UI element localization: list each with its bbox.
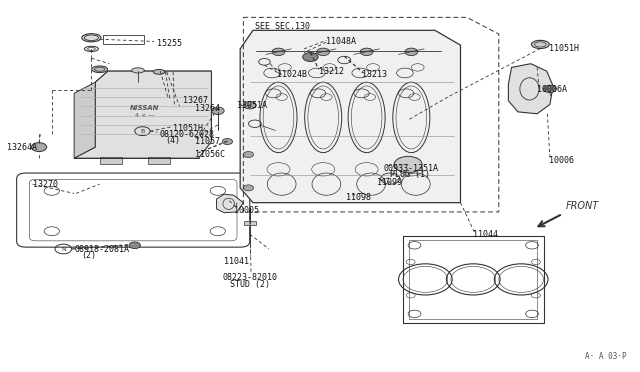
Bar: [244, 221, 255, 225]
Text: PLUG (1): PLUG (1): [390, 170, 430, 179]
Polygon shape: [74, 71, 211, 158]
Ellipse shape: [531, 40, 549, 48]
Text: 11051H: 11051H: [173, 124, 203, 133]
Text: STUD (2): STUD (2): [230, 280, 269, 289]
Text: 13264: 13264: [195, 104, 220, 113]
Circle shape: [543, 85, 556, 93]
Bar: [403, 236, 543, 323]
Circle shape: [360, 48, 373, 55]
Text: 08120-62028: 08120-62028: [159, 129, 214, 139]
Polygon shape: [216, 194, 243, 213]
Text: 10006: 10006: [548, 155, 573, 164]
Circle shape: [31, 142, 47, 151]
Ellipse shape: [132, 68, 145, 73]
Text: 10006A: 10006A: [537, 85, 567, 94]
Ellipse shape: [154, 70, 165, 74]
Circle shape: [211, 107, 224, 115]
Text: 13212: 13212: [319, 67, 344, 76]
Polygon shape: [74, 82, 95, 158]
Text: 11056C: 11056C: [195, 150, 225, 159]
Text: (4): (4): [166, 136, 180, 145]
Polygon shape: [95, 71, 211, 82]
Bar: [148, 157, 170, 164]
Circle shape: [129, 242, 141, 248]
Text: 13264A: 13264A: [7, 142, 37, 151]
Text: FRONT: FRONT: [566, 201, 599, 211]
Circle shape: [222, 138, 232, 144]
Text: 13267: 13267: [182, 96, 208, 105]
Circle shape: [272, 48, 285, 55]
Text: NISSAN: NISSAN: [130, 105, 159, 111]
Text: 11057: 11057: [195, 137, 220, 146]
Text: 10005: 10005: [234, 206, 259, 215]
Text: 13270: 13270: [33, 180, 58, 189]
Bar: [410, 240, 537, 320]
Text: B: B: [140, 129, 145, 134]
Circle shape: [303, 52, 318, 61]
Text: 13213: 13213: [362, 70, 387, 79]
Circle shape: [243, 102, 256, 109]
Text: 13051A: 13051A: [237, 101, 267, 110]
Ellipse shape: [92, 66, 108, 73]
Text: N: N: [61, 247, 66, 251]
Ellipse shape: [82, 34, 101, 42]
Text: A· A 03·P: A· A 03·P: [585, 352, 627, 361]
Circle shape: [243, 185, 253, 191]
Polygon shape: [508, 64, 553, 114]
Text: 15255: 15255: [157, 39, 182, 48]
Circle shape: [317, 48, 330, 55]
Text: (2): (2): [81, 251, 96, 260]
Text: 11024B: 11024B: [277, 70, 307, 79]
Polygon shape: [240, 31, 461, 203]
Circle shape: [405, 48, 418, 55]
Text: 08223-82010: 08223-82010: [222, 273, 277, 282]
Text: 11098: 11098: [346, 193, 371, 202]
Text: SEE SEC.130: SEE SEC.130: [255, 22, 310, 31]
Text: 11051H: 11051H: [548, 44, 579, 53]
Text: 11041: 11041: [225, 257, 250, 266]
Circle shape: [394, 156, 422, 173]
Text: 11099: 11099: [378, 178, 403, 187]
Text: 08918-2081A: 08918-2081A: [75, 244, 130, 253]
Circle shape: [243, 151, 253, 157]
Text: 11044: 11044: [473, 230, 499, 240]
Bar: [103, 35, 145, 44]
Ellipse shape: [84, 46, 99, 51]
Text: 11048A: 11048A: [326, 37, 356, 46]
Text: 4 × —: 4 × —: [134, 113, 154, 118]
Bar: [100, 157, 122, 164]
Text: 00933-1351A: 00933-1351A: [384, 164, 439, 173]
